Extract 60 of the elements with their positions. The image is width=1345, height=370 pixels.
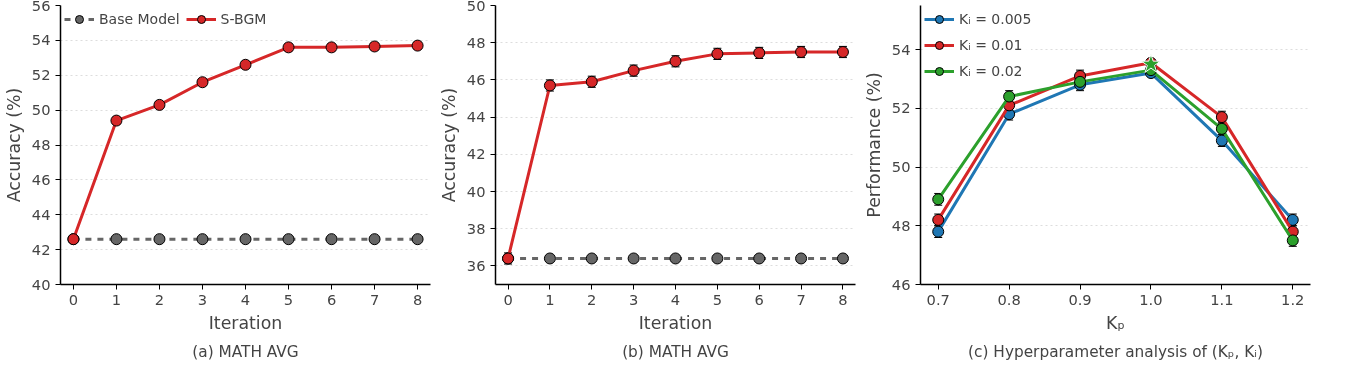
x-tick-label: 4 bbox=[670, 290, 681, 308]
y-tick-label: 48 bbox=[31, 136, 51, 153]
y-tick-label: 50 bbox=[891, 158, 911, 176]
x-tick-label: 5 bbox=[283, 290, 294, 308]
x-tick-label: 8 bbox=[838, 290, 848, 308]
x-tick-label: 7 bbox=[796, 290, 806, 308]
x-axis-title: Iteration bbox=[638, 312, 713, 333]
y-tick-label: 46 bbox=[891, 275, 911, 293]
y-axis-title: Accuracy (%) bbox=[438, 87, 459, 203]
x-tick-label: 6 bbox=[326, 290, 337, 308]
y-tick-label: 52 bbox=[891, 99, 911, 117]
y-tick-label: 54 bbox=[891, 40, 911, 58]
x-tick-label: 3 bbox=[628, 290, 639, 308]
x-tick-label: 4 bbox=[240, 290, 251, 308]
x-tick-label: 0 bbox=[503, 290, 513, 308]
y-tick-label: 40 bbox=[466, 182, 486, 200]
x-tick-label: 0 bbox=[68, 290, 79, 308]
text: (a) MATH AVG bbox=[192, 342, 299, 361]
x-tick-label: 8 bbox=[412, 290, 423, 308]
x-tick-label: 2 bbox=[154, 290, 165, 308]
x-tick-label: 2 bbox=[587, 290, 597, 308]
y-tick-label: 42 bbox=[466, 145, 486, 163]
x-tick-label: 6 bbox=[754, 290, 764, 308]
y-tick-label: 46 bbox=[466, 70, 486, 88]
y-tick-label: 46 bbox=[31, 170, 51, 188]
y-tick-label: 36 bbox=[466, 256, 486, 274]
legend-label: S-BGM bbox=[220, 11, 267, 27]
legend-label: Kᵢ = 0.02 bbox=[959, 63, 1023, 79]
y-tick-label: 48 bbox=[891, 216, 911, 234]
y-axis-title: Performance (%) bbox=[863, 72, 884, 218]
x-tick-label: 0.8 bbox=[997, 290, 1021, 308]
x-tick-label: 7 bbox=[369, 290, 380, 308]
y-tick-label: 50 bbox=[466, 0, 486, 14]
x-tick-label: 1.1 bbox=[1210, 290, 1234, 308]
x-axis-title: Iteration bbox=[208, 312, 283, 333]
x-tick-label: 1 bbox=[545, 290, 555, 308]
x-tick-label: 1.2 bbox=[1281, 290, 1305, 308]
x-tick-label: 1.0 bbox=[1139, 290, 1163, 308]
legend-label: Base Model bbox=[99, 11, 180, 27]
y-tick-label: 44 bbox=[466, 108, 486, 126]
x-tick-label: 1 bbox=[111, 290, 122, 308]
y-tick-label: 48 bbox=[466, 33, 486, 51]
legend-label: Kᵢ = 0.01 bbox=[959, 37, 1023, 53]
y-tick-label: 52 bbox=[31, 66, 51, 84]
y-tick-label: 38 bbox=[466, 219, 486, 237]
x-tick-label: 0.9 bbox=[1068, 290, 1092, 308]
x-tick-label: 0.7 bbox=[926, 290, 950, 308]
y-tick-label: 42 bbox=[31, 240, 51, 258]
y-axis-title: Accuracy (%) bbox=[3, 87, 24, 203]
x-tick-label: 3 bbox=[197, 290, 208, 308]
y-tick-label: 44 bbox=[31, 205, 51, 223]
text: (b) MATH AVG bbox=[622, 342, 729, 361]
y-tick-label: 40 bbox=[31, 275, 51, 293]
legend-label: Kᵢ = 0.005 bbox=[959, 11, 1032, 27]
y-tick-label: 54 bbox=[31, 31, 51, 49]
y-tick-label: 50 bbox=[31, 101, 51, 119]
text: (c) Hyperparameter analysis of (Kₚ, Kᵢ) bbox=[968, 342, 1263, 361]
y-tick-label: 56 bbox=[31, 0, 51, 14]
x-axis-title: Kₚ bbox=[1106, 312, 1125, 333]
x-tick-label: 5 bbox=[712, 290, 723, 308]
